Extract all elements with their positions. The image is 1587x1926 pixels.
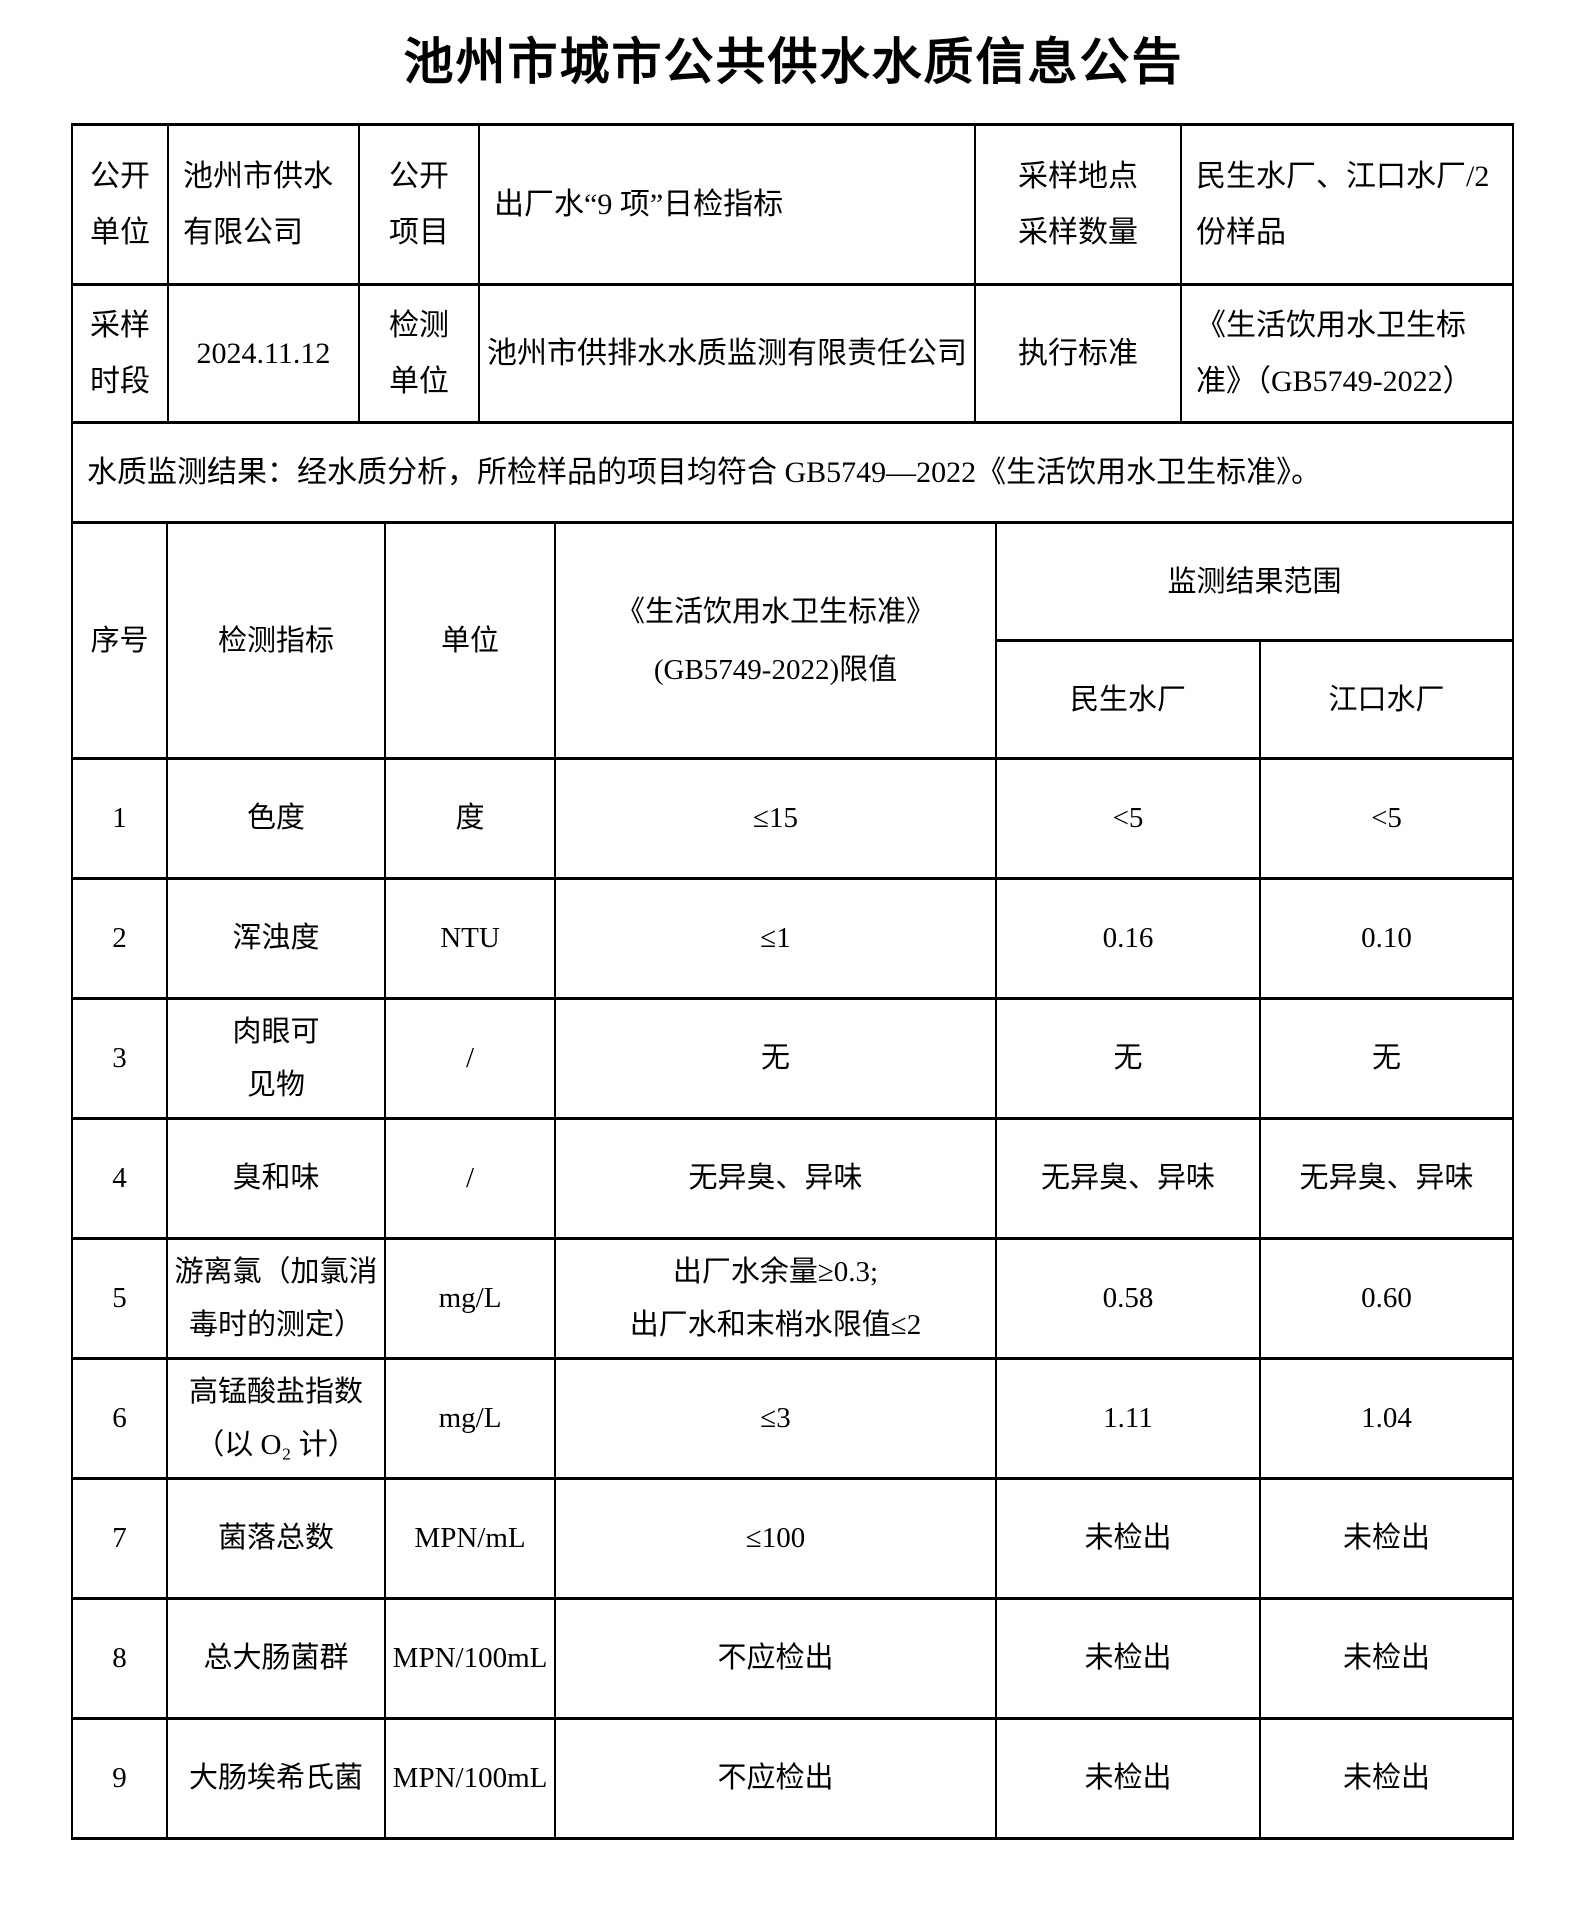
info-label-public-unit: 公开 单位 bbox=[71, 123, 169, 286]
header-indicator: 检测指标 bbox=[166, 521, 386, 760]
info-value-public-unit: 池州市供水 有限公司 bbox=[167, 123, 360, 286]
cell-limit: 无异臭、异味 bbox=[554, 1117, 997, 1240]
info-value-sampling-site: 民生水厂、江口水厂/2 份样品 bbox=[1180, 123, 1514, 286]
cell-indicator: 大肠埃希氏菌 bbox=[166, 1717, 386, 1840]
info-value-standard: 《生活饮用水卫生标 准》（GB5749-2022） bbox=[1180, 283, 1514, 424]
header-plant-minsheng: 民生水厂 bbox=[995, 639, 1261, 760]
cell-jiangkou: 无 bbox=[1258, 997, 1515, 1120]
cell-no: 2 bbox=[71, 877, 168, 1000]
info-label-testing-unit: 检测 单位 bbox=[358, 283, 480, 424]
cell-jiangkou: 0.10 bbox=[1258, 877, 1515, 1000]
info-table: 公开 单位 池州市供水 有限公司 公开 项目 出厂水“9 项”日检指标 采样地点… bbox=[71, 123, 1514, 524]
cell-indicator: 菌落总数 bbox=[166, 1477, 386, 1600]
cell-unit: MPN/100mL bbox=[384, 1717, 556, 1840]
cell-unit: MPN/100mL bbox=[384, 1597, 556, 1720]
cell-no: 6 bbox=[71, 1357, 168, 1480]
table-row: 7 菌落总数 MPN/mL ≤100 未检出 未检出 bbox=[71, 1477, 1515, 1600]
header-result-range: 监测结果范围 bbox=[994, 521, 1515, 642]
cell-no: 3 bbox=[71, 997, 168, 1120]
cell-limit: 不应检出 bbox=[554, 1597, 997, 1720]
cell-no: 7 bbox=[71, 1477, 168, 1600]
cell-jiangkou: 无异臭、异味 bbox=[1258, 1117, 1515, 1240]
cell-indicator: 游离氯（加氯消 毒时的测定） bbox=[166, 1237, 386, 1360]
info-row: 水质监测结果：经水质分析，所检样品的项目均符合 GB5749—2022《生活饮用… bbox=[71, 421, 1514, 524]
header-row: 民生水厂 江口水厂 bbox=[72, 639, 1515, 760]
cell-jiangkou: 0.60 bbox=[1258, 1237, 1515, 1360]
header-no: 序号 bbox=[71, 521, 168, 760]
cell-no: 9 bbox=[71, 1717, 168, 1840]
cell-indicator: 臭和味 bbox=[166, 1117, 386, 1240]
cell-limit: 无 bbox=[554, 997, 997, 1120]
info-label-sampling-site: 采样地点 采样数量 bbox=[974, 123, 1182, 286]
cell-limit: 不应检出 bbox=[554, 1717, 997, 1840]
table-row: 1 色度 度 ≤15 <5 <5 bbox=[71, 757, 1515, 880]
cell-minsheng: 未检出 bbox=[995, 1477, 1261, 1600]
cell-indicator: 总大肠菌群 bbox=[166, 1597, 386, 1720]
table-row: 4 臭和味 / 无异臭、异味 无异臭、异味 无异臭、异味 bbox=[71, 1117, 1515, 1240]
cell-minsheng: 未检出 bbox=[995, 1717, 1261, 1840]
cell-jiangkou: 未检出 bbox=[1258, 1597, 1515, 1720]
table-row: 8 总大肠菌群 MPN/100mL 不应检出 未检出 未检出 bbox=[71, 1597, 1515, 1720]
table-row: 3 肉眼可 见物 / 无 无 无 bbox=[71, 997, 1515, 1120]
header-unit: 单位 bbox=[384, 521, 556, 760]
info-row: 公开 单位 池州市供水 有限公司 公开 项目 出厂水“9 项”日检指标 采样地点… bbox=[71, 123, 1514, 286]
cell-minsheng: 1.11 bbox=[995, 1357, 1261, 1480]
cell-unit: MPN/mL bbox=[384, 1477, 556, 1600]
cell-jiangkou: 未检出 bbox=[1258, 1717, 1515, 1840]
table-row: 2 浑浊度 NTU ≤1 0.16 0.10 bbox=[71, 877, 1515, 1000]
cell-jiangkou: 1.04 bbox=[1258, 1357, 1515, 1480]
info-label-standard: 执行标准 bbox=[974, 283, 1182, 424]
cell-unit: mg/L bbox=[384, 1357, 556, 1480]
cell-jiangkou: <5 bbox=[1258, 757, 1515, 880]
cell-minsheng: 未检出 bbox=[995, 1597, 1261, 1720]
cell-minsheng: 0.58 bbox=[995, 1237, 1261, 1360]
cell-indicator: 高锰酸盐指数 （以 O₂ 计） bbox=[166, 1357, 386, 1480]
cell-limit: ≤15 bbox=[554, 757, 997, 880]
cell-no: 4 bbox=[71, 1117, 168, 1240]
cell-limit: ≤1 bbox=[554, 877, 997, 1000]
cell-minsheng: 无异臭、异味 bbox=[995, 1117, 1261, 1240]
table-row: 5 游离氯（加氯消 毒时的测定） mg/L 出厂水余量≥0.3; 出厂水和末梢水… bbox=[71, 1237, 1515, 1360]
cell-indicator: 色度 bbox=[166, 757, 386, 880]
cell-indicator: 浑浊度 bbox=[166, 877, 386, 1000]
cell-minsheng: <5 bbox=[995, 757, 1261, 880]
cell-jiangkou: 未检出 bbox=[1258, 1477, 1515, 1600]
cell-limit: ≤100 bbox=[554, 1477, 997, 1600]
header-limit: 《生活饮用水卫生标准》 (GB5749-2022)限值 bbox=[554, 521, 997, 760]
cell-no: 5 bbox=[71, 1237, 168, 1360]
cell-limit: 出厂水余量≥0.3; 出厂水和末梢水限值≤2 bbox=[554, 1237, 997, 1360]
cell-limit: ≤3 bbox=[554, 1357, 997, 1480]
info-row: 采样 时段 2024.11.12 检测 单位 池州市供排水水质监测有限责任公司 … bbox=[71, 283, 1514, 424]
info-value-testing-unit: 池州市供排水水质监测有限责任公司 bbox=[478, 283, 976, 424]
info-label-sampling-period: 采样 时段 bbox=[71, 283, 169, 424]
result-note: 水质监测结果：经水质分析，所检样品的项目均符合 GB5749—2022《生活饮用… bbox=[71, 421, 1514, 524]
cell-indicator: 肉眼可 见物 bbox=[166, 997, 386, 1120]
cell-minsheng: 0.16 bbox=[995, 877, 1261, 1000]
results-table: 序号 检测指标 单位 《生活饮用水卫生标准》 (GB5749-2022)限值 监… bbox=[71, 521, 1515, 1840]
info-value-public-item: 出厂水“9 项”日检指标 bbox=[478, 123, 976, 286]
header-plant-jiangkou: 江口水厂 bbox=[1258, 639, 1515, 760]
info-label-public-item: 公开 项目 bbox=[358, 123, 480, 286]
header-row: 序号 检测指标 单位 《生活饮用水卫生标准》 (GB5749-2022)限值 监… bbox=[71, 521, 1515, 760]
table-row: 6 高锰酸盐指数 （以 O₂ 计） mg/L ≤3 1.11 1.04 bbox=[71, 1357, 1515, 1480]
cell-unit: mg/L bbox=[384, 1237, 556, 1360]
info-value-sampling-period: 2024.11.12 bbox=[167, 283, 360, 424]
cell-unit: / bbox=[384, 997, 556, 1120]
cell-minsheng: 无 bbox=[995, 997, 1261, 1120]
cell-no: 1 bbox=[71, 757, 168, 880]
cell-unit: NTU bbox=[384, 877, 556, 1000]
table-row: 9 大肠埃希氏菌 MPN/100mL 不应检出 未检出 未检出 bbox=[71, 1717, 1515, 1840]
page-title: 池州市城市公共供水水质信息公告 bbox=[403, 34, 1184, 90]
cell-unit: 度 bbox=[384, 757, 556, 880]
cell-no: 8 bbox=[71, 1597, 168, 1720]
cell-unit: / bbox=[384, 1117, 556, 1240]
